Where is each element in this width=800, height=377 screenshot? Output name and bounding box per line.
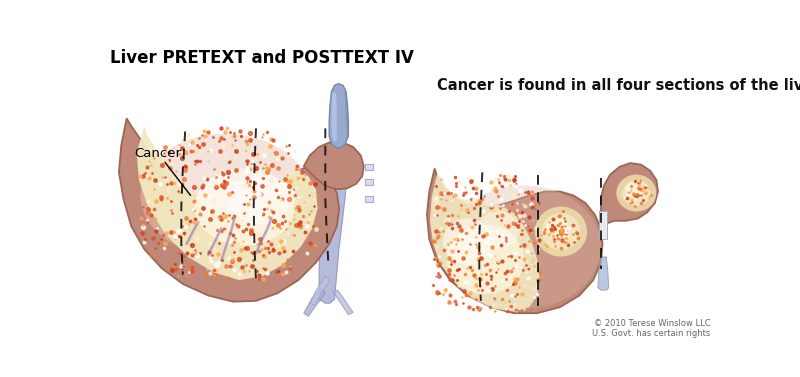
Ellipse shape	[478, 211, 520, 248]
Ellipse shape	[546, 217, 569, 239]
Polygon shape	[599, 211, 607, 239]
Polygon shape	[319, 146, 347, 303]
Polygon shape	[137, 126, 318, 280]
Ellipse shape	[542, 213, 580, 250]
Ellipse shape	[447, 185, 601, 309]
Polygon shape	[329, 84, 349, 148]
Polygon shape	[598, 257, 609, 290]
Text: Cancer: Cancer	[134, 147, 190, 195]
Polygon shape	[366, 196, 373, 202]
Ellipse shape	[229, 174, 290, 224]
Polygon shape	[304, 142, 364, 189]
Polygon shape	[331, 93, 337, 141]
Text: Cancer is found in all four sections of the liver.: Cancer is found in all four sections of …	[437, 78, 800, 93]
Polygon shape	[333, 290, 353, 315]
Polygon shape	[304, 288, 326, 316]
Ellipse shape	[194, 169, 294, 245]
Polygon shape	[427, 169, 602, 313]
Ellipse shape	[447, 225, 524, 294]
Text: © 2010 Terese Winslow LLC
U.S. Govt. has certain rights: © 2010 Terese Winslow LLC U.S. Govt. has…	[592, 319, 710, 338]
Ellipse shape	[626, 182, 642, 198]
Polygon shape	[345, 92, 349, 138]
Ellipse shape	[442, 219, 493, 265]
Ellipse shape	[616, 175, 656, 211]
Polygon shape	[119, 118, 339, 302]
Polygon shape	[366, 164, 373, 170]
Polygon shape	[310, 276, 330, 305]
Ellipse shape	[534, 207, 587, 257]
Text: Liver PRETEXT and POSTTEXT IV: Liver PRETEXT and POSTTEXT IV	[110, 49, 414, 67]
Ellipse shape	[198, 176, 245, 215]
Polygon shape	[601, 163, 658, 226]
Polygon shape	[366, 179, 373, 185]
Ellipse shape	[141, 134, 310, 257]
Polygon shape	[430, 175, 539, 312]
Ellipse shape	[622, 180, 650, 206]
